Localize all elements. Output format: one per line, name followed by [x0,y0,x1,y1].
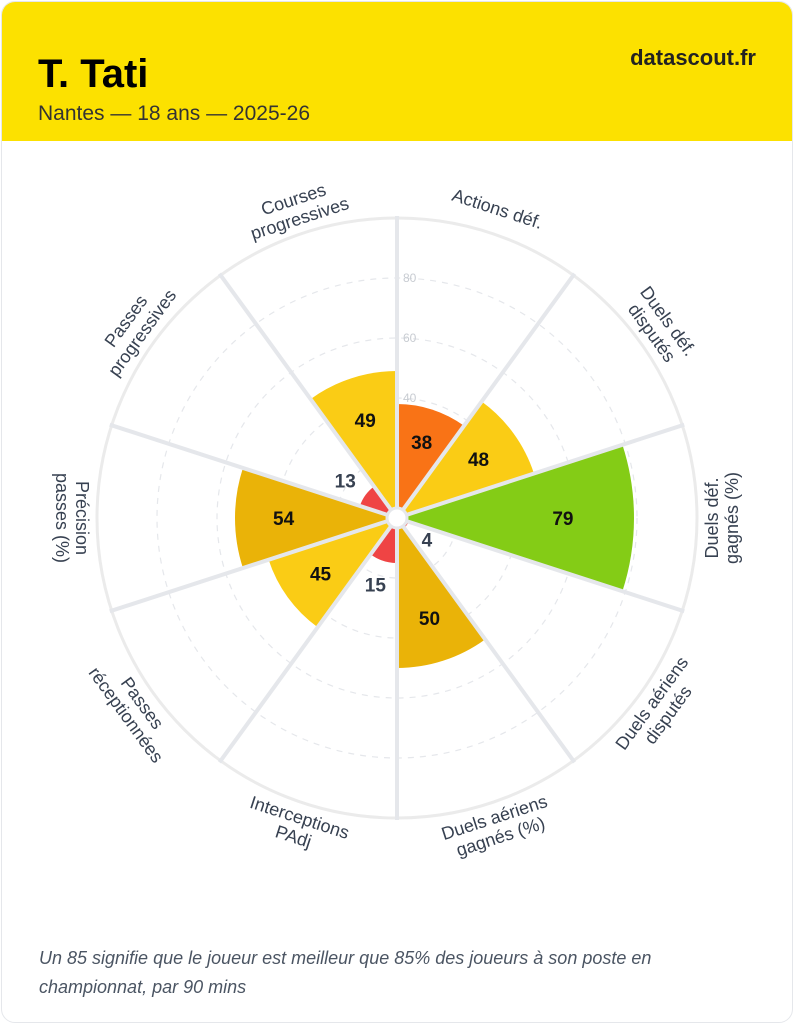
category-label: Duels déf.gagnés (%) [702,472,742,564]
value-label: 13 [335,471,356,492]
spoke [109,516,398,614]
value-label: 79 [552,509,573,530]
spoke [396,516,685,614]
footer-note: Un 85 signifie que le joueur est meilleu… [39,948,652,997]
slice-4 [397,518,486,668]
tick-label: 60 [403,331,417,345]
player-name: T. Tati [38,52,149,96]
category-label: Précisionpasses (%) [52,473,92,563]
slice-7 [235,467,397,569]
value-label: 50 [419,609,440,630]
slice-0 [397,404,465,518]
spoke [396,422,685,520]
value-label: 54 [273,509,295,530]
center-hub [385,506,409,530]
slice-8 [359,486,397,518]
spoke [217,516,399,764]
slice-6 [268,518,397,628]
value-label: 49 [355,411,376,432]
value-label: 38 [411,433,432,454]
tick-label: 80 [403,271,417,285]
value-label: 48 [468,450,489,471]
brand-link[interactable]: datascout.fr [630,45,756,70]
slice-1 [397,401,534,518]
spoke [217,272,399,520]
spoke [109,422,398,520]
slice-9 [310,371,397,518]
header: T. Tati Nantes — 18 ans — 2025-26 datasc… [2,2,792,141]
value-label: 15 [365,576,387,597]
spoke [395,272,577,520]
player-subtitle: Nantes — 18 ans — 2025-26 [38,102,310,125]
tick-label: 40 [403,391,417,405]
value-label: 45 [310,565,332,586]
spoke [395,516,577,764]
value-label: 4 [422,531,433,552]
slice-2 [397,444,634,592]
